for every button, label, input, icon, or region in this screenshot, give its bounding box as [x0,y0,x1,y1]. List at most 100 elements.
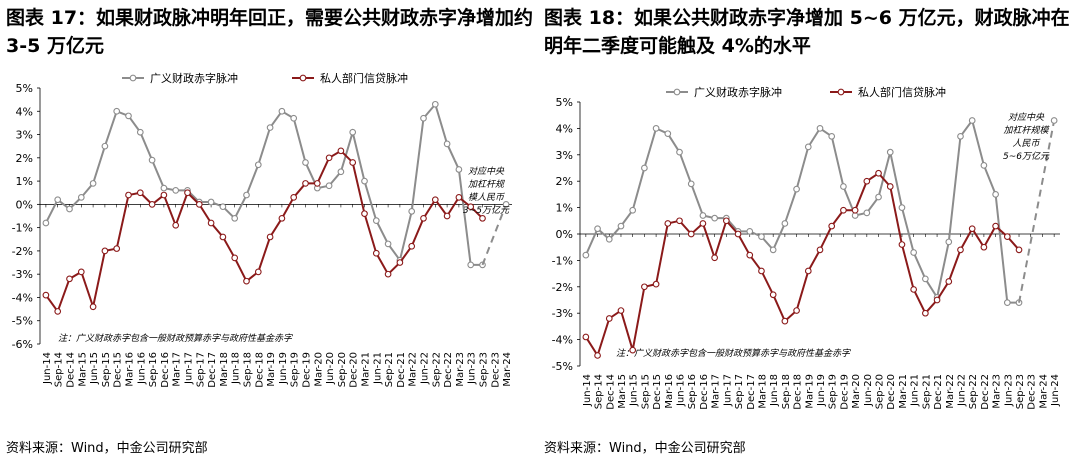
x-tick-label: Dec-14 [66,352,77,388]
data-point-1 [664,220,672,227]
series-line-1 [45,149,484,314]
data-point-1 [722,217,730,225]
y-tick-label: 2% [556,175,573,188]
data-point-0 [758,233,765,240]
data-point-0 [746,228,754,235]
y-tick-label: 3% [16,129,33,142]
x-tick-label: Jun-16 [136,352,147,385]
data-point-0 [840,183,847,190]
figure-source: 资料来源：Wind，中金公司研究部 [544,441,746,456]
data-point-0 [922,275,929,283]
data-point-1 [1003,233,1011,240]
data-point-0 [443,140,451,148]
data-point-0 [54,196,62,204]
x-tick-label: Dec-20 [886,374,897,410]
y-tick-label: -4% [552,334,573,347]
x-tick-label: Mar-16 [125,352,136,387]
data-point-0 [617,222,625,230]
data-point-0 [420,114,427,122]
data-point-1 [711,254,718,262]
data-point-1 [172,221,180,229]
data-point-0 [910,249,918,256]
y-tick-label: 4% [556,122,573,135]
series-line-0 [45,102,483,266]
x-tick-label: Dec-18 [793,374,804,410]
figure-18: 图表 18：如果公共财政赤字净增加 5~6 万亿元，财政脉冲在明年二季度可能触及… [540,0,1080,463]
data-point-0 [980,162,988,169]
data-point-0 [254,161,262,169]
chart-note: 注：广义财政赤字包含一般财政预算赤字与政府性基金赤字 [616,348,851,359]
data-point-0 [160,184,168,192]
data-point-0 [42,219,50,227]
data-point-1 [629,346,637,354]
data-point-1 [372,249,380,257]
data-point-1 [933,296,941,304]
data-point-1 [290,194,298,201]
figure-title: 图表 18：如果公共财政赤字净增加 5~6 万亿元，财政脉冲在明年二季度可能触及… [544,7,1070,57]
y-tick-label: 1% [16,175,33,188]
x-tick-label: Mar-24 [1038,374,1049,409]
annotation-text: 对应中央 [468,166,505,177]
data-point-1 [77,268,85,276]
data-point-1 [349,159,357,166]
x-tick-label: Mar-19 [266,352,277,387]
x-tick-label: Mar-15 [617,374,628,409]
data-point-0 [290,114,298,122]
data-point-0 [1003,299,1011,306]
x-tick-label: Dec-17 [207,352,218,388]
projection-line [481,204,508,266]
x-tick-label: Dec-21 [396,352,407,388]
data-point-0 [337,168,345,176]
x-tick-label: Jun-19 [816,374,827,407]
data-point-1 [804,267,812,275]
x-tick-label: Sep-19 [828,374,839,409]
x-tick-label: Sep-23 [479,352,490,387]
x-tick-label: Dec-19 [839,374,850,410]
data-point-1 [125,191,132,199]
y-tick-label: -2% [552,281,573,294]
x-tick-label: Jun-23 [467,352,478,385]
data-point-1 [945,278,953,285]
data-point-0 [968,117,976,124]
data-point-1 [254,268,262,276]
x-tick-label: Jun-15 [89,352,100,385]
data-point-1 [781,317,789,325]
data-point-0 [113,107,121,115]
x-tick-label: Sep-20 [337,352,348,387]
data-point-0 [652,125,660,132]
data-point-1 [231,254,239,262]
data-point-0 [875,193,882,201]
data-point-0 [898,204,906,211]
data-point-0 [207,198,215,206]
data-point-1 [992,222,999,230]
data-point-1 [89,303,97,311]
y-tick-label: -5% [12,315,33,328]
data-point-0 [769,246,777,254]
y-tick-label: 0% [556,228,573,241]
data-point-0 [957,132,964,140]
data-point-1 [431,196,439,204]
data-point-1 [582,333,590,341]
y-tick-label: 0% [16,198,33,211]
data-point-0 [664,130,672,138]
x-tick-label: Sep-23 [1015,374,1026,409]
x-tick-label: Dec-22 [980,374,991,410]
x-tick-label: Sep-17 [734,374,745,409]
chart-figure-18: 5%4%3%2%1%0%-1%-2%-3%-4%-5%Jun-14 Sep-14 D… [552,85,1062,410]
legend-marker [299,74,307,82]
data-point-1 [184,189,191,197]
annotation-text: 模人民币 [468,192,505,203]
data-point-0 [804,143,812,151]
annotation-text: 5~6万亿元 [1003,151,1050,162]
data-point-1 [325,154,333,162]
data-point-0 [172,187,180,194]
x-tick-label: Jun-24 [1050,374,1061,407]
data-point-1 [1015,246,1023,254]
x-tick-label: Dec-15 [113,352,124,388]
data-point-1 [840,206,847,214]
data-point-0 [605,235,613,243]
data-point-1 [968,225,976,233]
data-point-1 [443,212,451,220]
x-tick-label: Mar-18 [757,374,768,409]
data-point-1 [641,283,648,291]
